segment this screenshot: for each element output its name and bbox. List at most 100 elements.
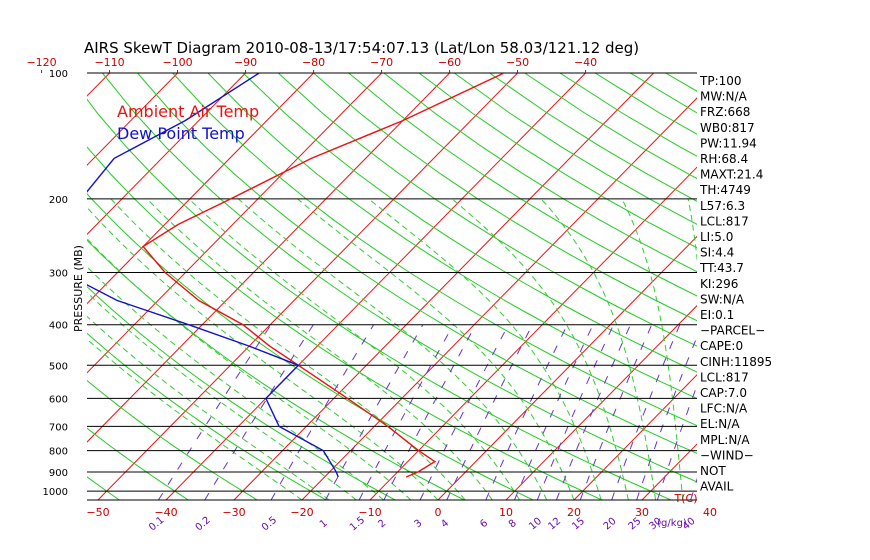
moist-adiabat-line — [451, 198, 629, 500]
sounding-index-label: EL:N/A — [700, 417, 740, 431]
sounding-index-label: −WIND− — [700, 448, 754, 462]
y-axis-label: PRESSURE (MB) — [72, 245, 85, 332]
temperature-profile-line — [142, 73, 505, 478]
isotherm-line — [165, 73, 586, 500]
dry-adiabat-lines — [87, 73, 870, 500]
moist-adiabat-line — [368, 198, 602, 500]
mixing-ratio-tick-label: 8 — [507, 518, 519, 531]
top-temp-tick-label: −100 — [162, 56, 192, 69]
sounding-index-label: AVAIL — [700, 480, 734, 494]
mixing-ratio-line — [358, 324, 454, 500]
sounding-index-label: LCL:817 — [700, 370, 749, 384]
sounding-index-label: FRZ:668 — [700, 105, 750, 119]
bottom-temp-tick-label: 0 — [435, 506, 442, 519]
dry-adiabat-line — [137, 73, 697, 454]
moist-adiabat-line — [188, 198, 521, 500]
dry-adiabat-line — [418, 73, 697, 249]
sounding-profiles — [87, 73, 505, 478]
bottom-temp-tick-label: −30 — [222, 506, 245, 519]
pressure-tick-label: 600 — [49, 394, 68, 405]
dry-adiabat-line — [102, 73, 697, 483]
isotherm-line — [87, 73, 246, 236]
sounding-index-label: SI:4.4 — [700, 246, 734, 260]
isotherm-line — [0, 73, 42, 500]
bottom-temp-tick-label: 10 — [499, 506, 513, 519]
mixing-ratio-line — [636, 335, 697, 500]
mixing-ratio-line — [325, 324, 424, 500]
bottom-temp-tick-label: −10 — [358, 506, 381, 519]
dry-adiabat-line — [172, 73, 697, 427]
sounding-index-label: TT:43.7 — [699, 261, 744, 275]
mixing-ratio-line — [485, 324, 568, 500]
mixing-ratio-line — [383, 324, 477, 500]
pressure-tick-label: 500 — [49, 361, 68, 372]
legend-dew-point-temp: Dew Point Temp — [117, 124, 245, 143]
mixing-ratio-line — [536, 324, 614, 500]
mixing-ratio-line — [419, 324, 509, 500]
sounding-index-label: MAXT:21.4 — [700, 168, 763, 182]
mixing-ratio-line — [656, 384, 697, 500]
mixing-ratio-tick-label: 6 — [478, 518, 490, 531]
bottom-temperature-ticks: −50 −40 −30 −20 −10 0 10 20 30 40 T(C) — [86, 492, 717, 519]
moist-adiabat-line — [540, 198, 657, 500]
pressure-tick-label: 300 — [49, 269, 68, 280]
isotherm-line — [87, 73, 450, 443]
pressure-tick-label: 700 — [49, 422, 68, 433]
mixing-ratio-line — [690, 477, 697, 500]
dry-adiabat-line — [87, 146, 603, 500]
mixing-ratio-tick-label: 12 — [546, 516, 563, 533]
moist-adiabat-line — [146, 198, 493, 500]
dry-adiabat-line — [806, 73, 870, 500]
dry-adiabat-line — [242, 73, 697, 373]
bottom-temp-tick-label: 20 — [567, 506, 581, 519]
sounding-index-label: MPL:N/A — [700, 433, 750, 447]
mixing-ratio-line — [270, 324, 375, 500]
moist-adiabat-line — [87, 266, 384, 500]
mixing-ratio-tick-label: 1 — [318, 518, 330, 531]
mixing-ratio-tick-label: 3 — [413, 518, 425, 531]
moist-adiabat-line — [110, 198, 466, 500]
chart-title: AIRS SkewT Diagram 2010-08-13/17:54:07.1… — [84, 39, 639, 57]
bottom-temp-tick-label: −40 — [154, 506, 177, 519]
dry-adiabat-line — [87, 98, 672, 500]
isotherm-line — [778, 73, 870, 500]
top-temp-tick-label: −90 — [234, 56, 257, 69]
bottom-unit-label: T(C) — [674, 492, 698, 505]
sounding-index-label: WB0:817 — [700, 121, 755, 135]
pressure-tick-label: 400 — [49, 321, 68, 332]
sounding-index-label: L57:6.3 — [700, 199, 745, 213]
sounding-index-label: −PARCEL− — [700, 324, 765, 338]
dewpoint-profile-line — [87, 73, 339, 478]
pressure-ticks: 100 200 300 400 500 600 700 800 900 1000 — [43, 69, 68, 498]
top-temperature-ticks: −120 −110 −100 −90 −80 −70 −60 −50 −40 — [26, 56, 597, 73]
sounding-index-label: EI:0.1 — [700, 308, 734, 322]
moist-adiabat-line — [87, 315, 330, 500]
moist-adiabat-line — [237, 198, 548, 500]
top-temp-tick-label: −80 — [302, 56, 325, 69]
pressure-tick-label: 900 — [49, 468, 68, 479]
mixing-ratio-tick-label: 0.5 — [260, 515, 279, 534]
sounding-index-label: KI:296 — [700, 277, 738, 291]
mixing-ratio-tick-label: 2 — [376, 518, 388, 531]
dry-adiabat-line — [277, 73, 697, 347]
mixing-ratio-line — [611, 324, 681, 500]
bottom-temp-tick-label: 30 — [635, 506, 649, 519]
isotherm-line — [437, 235, 697, 500]
moist-adiabat-line — [87, 338, 303, 500]
isotherm-line — [233, 73, 654, 500]
isotherm-line — [87, 73, 382, 374]
pressure-tick-label: 200 — [49, 195, 68, 206]
dry-adiabat-line — [348, 73, 697, 297]
top-temp-tick-label: −60 — [438, 56, 461, 69]
mixing-ratio-line — [204, 324, 314, 500]
top-temp-tick-label: −120 — [26, 56, 56, 69]
sounding-index-label: NOT — [700, 464, 726, 478]
mixing-ratio-tick-label: 4 — [439, 518, 451, 531]
mixing-ratio-line — [514, 324, 594, 500]
sounding-index-label: CINH:11895 — [700, 355, 772, 369]
isotherm-line — [87, 73, 314, 305]
bottom-temp-tick-label: −50 — [86, 506, 109, 519]
mixing-ratio-tick-label: 20 — [602, 516, 619, 533]
